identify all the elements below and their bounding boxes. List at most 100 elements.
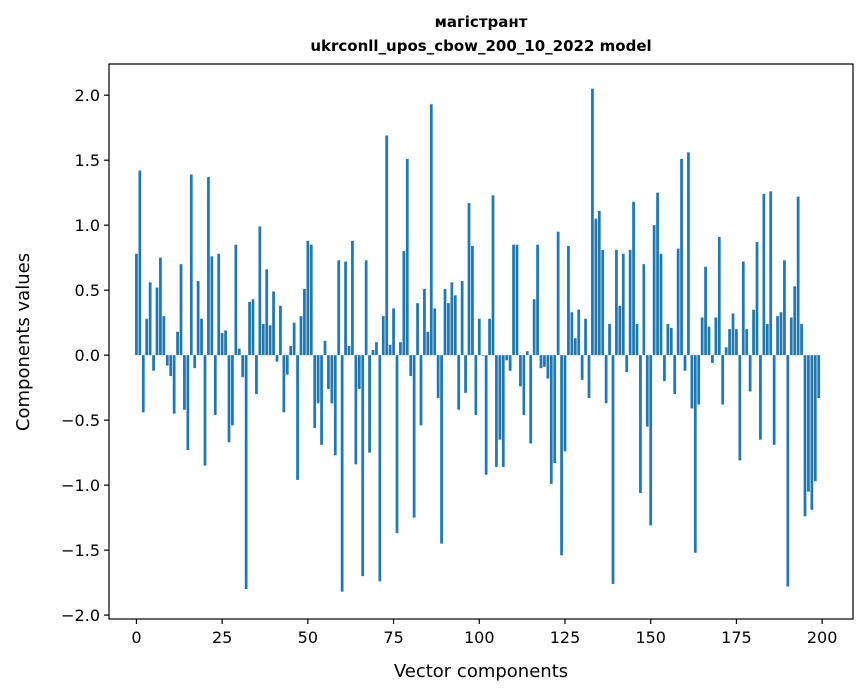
bar-110 bbox=[512, 244, 515, 356]
bar-37 bbox=[261, 323, 265, 356]
bar-112 bbox=[519, 355, 522, 387]
bar-139 bbox=[611, 355, 615, 584]
bar-131 bbox=[584, 318, 587, 356]
bar-80 bbox=[409, 355, 413, 376]
bar-17 bbox=[193, 355, 197, 369]
bar-32 bbox=[244, 355, 248, 590]
bar-85 bbox=[426, 331, 430, 356]
bar-135 bbox=[597, 210, 601, 356]
y-axis-ticks: −2.0 −1.5 −1.0 −0.5 0.0 0.5 1.0 1.5 2.0 bbox=[61, 86, 109, 625]
bar-73 bbox=[385, 135, 389, 356]
bar-182 bbox=[759, 355, 762, 440]
bar-125 bbox=[563, 355, 567, 452]
bar-166 bbox=[704, 266, 707, 356]
bar-67 bbox=[364, 260, 368, 356]
bar-109 bbox=[508, 355, 512, 371]
bar-186 bbox=[772, 355, 776, 445]
bar-122 bbox=[553, 355, 557, 464]
bar-74 bbox=[388, 344, 392, 356]
bar-185 bbox=[769, 191, 773, 356]
bar-2 bbox=[141, 355, 145, 413]
bar-8 bbox=[162, 316, 166, 356]
bar-108 bbox=[505, 355, 509, 361]
bar-167 bbox=[707, 326, 711, 356]
bar-103 bbox=[488, 318, 491, 356]
bar-22 bbox=[210, 256, 214, 356]
bar-181 bbox=[755, 242, 759, 356]
chart-title-line-1: магістрант bbox=[435, 13, 528, 31]
bar-33 bbox=[248, 301, 251, 356]
bar-141 bbox=[618, 305, 622, 356]
bar-42 bbox=[279, 305, 282, 356]
bar-19 bbox=[200, 318, 203, 356]
bar-100 bbox=[477, 318, 481, 356]
bar-77 bbox=[399, 342, 402, 356]
bar-158 bbox=[676, 248, 680, 356]
bar-106 bbox=[498, 355, 502, 440]
bar-47 bbox=[296, 355, 299, 480]
bar-51 bbox=[309, 244, 313, 356]
bar-175 bbox=[735, 329, 738, 356]
bar-31 bbox=[241, 355, 245, 378]
bar-16 bbox=[189, 174, 193, 356]
chart-title-line-2: ukrconll_upos_cbow_200_10_2022 model bbox=[310, 37, 651, 55]
bar-126 bbox=[567, 245, 570, 356]
bar-44 bbox=[285, 355, 289, 375]
bar-188 bbox=[779, 312, 783, 356]
bar-147 bbox=[639, 355, 642, 493]
bar-60 bbox=[340, 355, 344, 592]
bar-13 bbox=[179, 264, 183, 356]
bar-49 bbox=[303, 288, 306, 356]
bar-154 bbox=[663, 355, 666, 382]
bar-138 bbox=[608, 323, 611, 356]
bar-189 bbox=[783, 260, 786, 356]
bar-159 bbox=[680, 158, 683, 356]
bar-69 bbox=[371, 349, 375, 356]
bar-150 bbox=[649, 355, 653, 526]
bar-96 bbox=[464, 355, 467, 393]
bar-91 bbox=[447, 303, 450, 356]
bar-107 bbox=[501, 355, 505, 467]
bar-38 bbox=[265, 269, 269, 356]
bar-197 bbox=[810, 355, 814, 510]
bar-134 bbox=[594, 218, 598, 356]
bar-151 bbox=[652, 225, 656, 356]
bar-86 bbox=[429, 104, 433, 356]
bar-79 bbox=[405, 158, 409, 356]
y-tick-label-8: 2.0 bbox=[75, 86, 100, 105]
bar-184 bbox=[765, 323, 769, 356]
x-axis-ticks: 0 25 50 75 100 125 150 175 200 bbox=[131, 619, 837, 647]
bar-23 bbox=[213, 355, 217, 415]
x-axis-label: Vector components bbox=[394, 661, 568, 682]
bar-118 bbox=[539, 355, 543, 369]
x-tick-label-100: 100 bbox=[464, 628, 495, 647]
bar-172 bbox=[724, 347, 728, 356]
x-tick-label-125: 125 bbox=[550, 628, 581, 647]
bar-93 bbox=[453, 295, 457, 356]
bar-105 bbox=[495, 355, 498, 467]
bar-75 bbox=[392, 308, 395, 356]
bar-28 bbox=[231, 355, 234, 426]
bar-169 bbox=[714, 317, 718, 356]
bar-179 bbox=[748, 355, 752, 392]
x-tick-label-175: 175 bbox=[721, 628, 752, 647]
x-tick-label-25: 25 bbox=[212, 628, 232, 647]
y-tick-label-3: −0.5 bbox=[61, 411, 100, 430]
bar-27 bbox=[227, 355, 231, 443]
bar-34 bbox=[251, 299, 255, 356]
bar-5 bbox=[152, 355, 155, 371]
bar-187 bbox=[776, 316, 779, 356]
bar-114 bbox=[525, 351, 529, 356]
bar-48 bbox=[299, 316, 303, 356]
bars-group bbox=[135, 88, 821, 592]
bar-46 bbox=[292, 322, 296, 356]
x-tick-label-0: 0 bbox=[131, 628, 141, 647]
bar-198 bbox=[813, 355, 817, 482]
bar-45 bbox=[289, 346, 293, 356]
bar-128 bbox=[573, 338, 577, 356]
y-tick-label-1: −1.5 bbox=[61, 541, 100, 560]
bar-21 bbox=[207, 177, 210, 356]
bar-41 bbox=[275, 355, 279, 362]
bar-193 bbox=[796, 196, 800, 356]
